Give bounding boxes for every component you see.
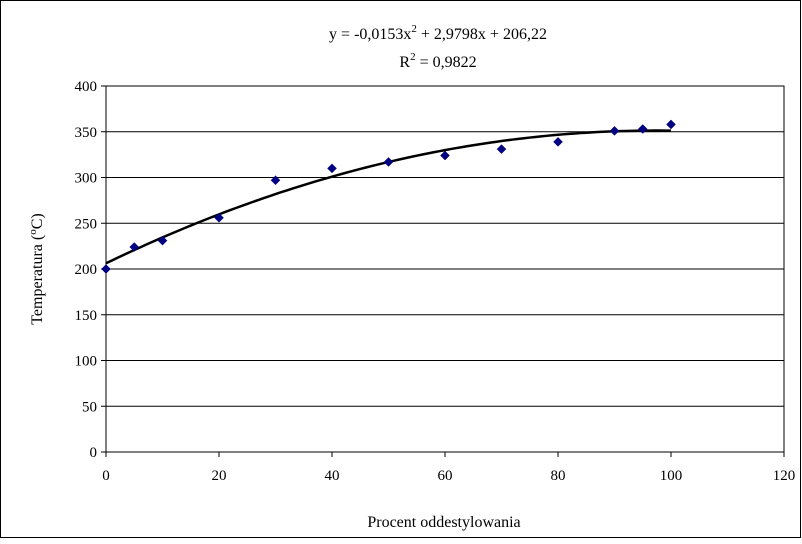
y-tick-label-200: 200: [75, 262, 98, 278]
x-tick-label-100: 100: [660, 468, 683, 484]
data-point: [101, 264, 111, 274]
y-tick-label-250: 250: [75, 216, 98, 232]
x-tick-label-80: 80: [551, 468, 566, 484]
x-axis-title: Procent oddestylowania: [367, 514, 520, 531]
y-tick-label-350: 350: [75, 125, 98, 141]
data-point: [383, 157, 394, 167]
y-axis: 0 50 100 150 200 250 300 350 400: [75, 79, 106, 461]
x-axis: 0 20 40 60 80 100 120: [102, 452, 795, 484]
y-tick-label-100: 100: [75, 354, 98, 370]
x-tick-label-20: 20: [212, 468, 227, 484]
data-point: [637, 124, 648, 134]
gridlines: [106, 131, 784, 407]
x-tick-label-60: 60: [438, 468, 453, 484]
x-tick-label-120: 120: [773, 468, 796, 484]
data-point: [609, 125, 620, 136]
data-point: [157, 235, 168, 246]
data-point: [270, 175, 281, 186]
r-squared-label: R2 = 0,9822: [399, 51, 476, 71]
data-point: [327, 163, 337, 174]
y-tick-label-300: 300: [75, 171, 98, 187]
x-tick-label-0: 0: [102, 468, 110, 484]
trendline-equation: y = -0,0153x2 + 2,9798x + 206,22: [329, 23, 547, 43]
data-point: [440, 150, 450, 161]
y-tick-label-50: 50: [82, 399, 97, 415]
y-axis-title: Temperatura (oC): [27, 213, 46, 324]
data-point: [496, 144, 507, 154]
data-point: [214, 212, 224, 223]
data-point: [666, 119, 676, 130]
y-tick-label-0: 0: [90, 445, 98, 461]
data-point: [129, 242, 140, 252]
y-tick-label-400: 400: [75, 79, 98, 95]
y-tick-label-150: 150: [75, 308, 98, 324]
data-points: [101, 119, 676, 274]
x-tick-label-40: 40: [325, 468, 340, 484]
data-point: [553, 136, 563, 147]
